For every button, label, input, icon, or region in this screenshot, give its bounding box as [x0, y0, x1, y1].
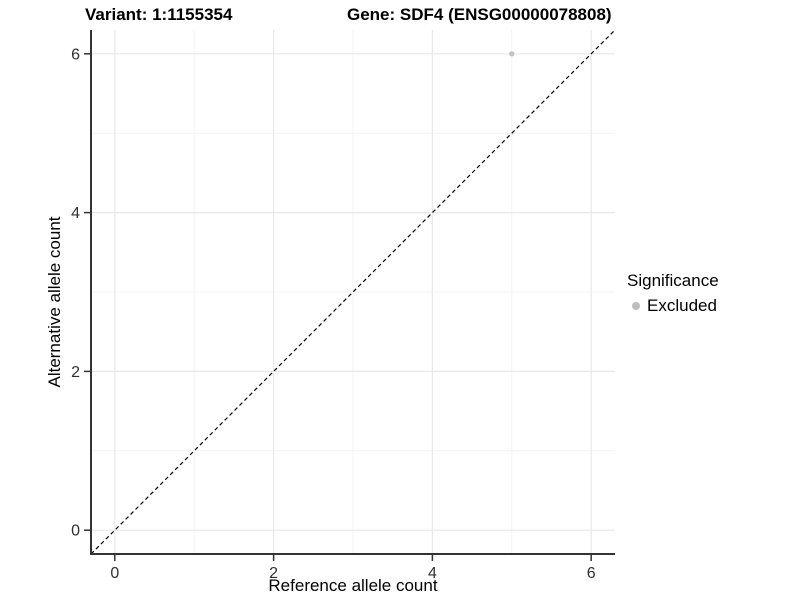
y-tick-label: 2	[71, 364, 80, 381]
x-tick-label: 6	[587, 565, 596, 582]
y-tick-label: 0	[71, 523, 80, 540]
plot-title-variant: Variant: 1:1155354	[85, 5, 233, 24]
y-axis-title: Alternative allele count	[45, 216, 64, 388]
y-tick-label: 4	[71, 205, 80, 222]
x-axis-title: Reference allele count	[268, 576, 438, 595]
legend-key-dot	[632, 302, 640, 310]
identity-reference-line	[90, 29, 616, 555]
data-point	[509, 51, 515, 57]
plot-title-gene: Gene: SDF4 (ENSG00000078808)	[347, 5, 612, 24]
x-tick-label: 2	[269, 565, 278, 582]
x-tick-label: 0	[110, 565, 119, 582]
legend-title: Significance	[627, 271, 719, 290]
legend-entry-label: Excluded	[647, 296, 717, 315]
legend: Significance Excluded	[627, 271, 719, 316]
legend-entry-excluded: Excluded	[627, 296, 719, 316]
y-tick-label: 6	[71, 46, 80, 63]
x-tick-label: 4	[428, 565, 437, 582]
